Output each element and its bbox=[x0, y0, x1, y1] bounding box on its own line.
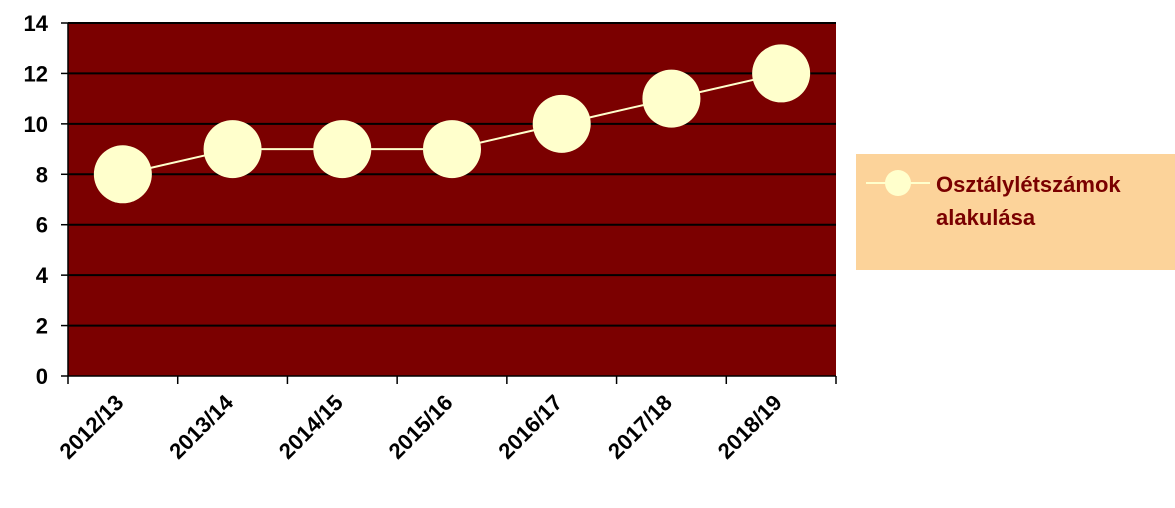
y-tick-label: 4 bbox=[36, 263, 49, 288]
x-tick-label: 2015/16 bbox=[384, 390, 458, 464]
x-tick-label: 2016/17 bbox=[493, 390, 567, 464]
series-group bbox=[93, 44, 811, 204]
data-point bbox=[423, 120, 481, 179]
y-axis-tick-labels: 0 2 4 6 8 10 12 14 bbox=[24, 11, 49, 389]
y-tick-label: 2 bbox=[36, 314, 48, 339]
data-point bbox=[203, 120, 262, 179]
y-tick-label: 6 bbox=[36, 213, 48, 238]
legend: Osztálylétszámok alakulása bbox=[856, 154, 1175, 270]
plot-area bbox=[68, 23, 836, 376]
x-tick-label: 2012/13 bbox=[54, 390, 128, 464]
data-point bbox=[93, 145, 152, 204]
legend-marker-icon bbox=[866, 170, 930, 196]
y-tick-label: 0 bbox=[36, 364, 48, 389]
y-tick-label: 12 bbox=[24, 61, 48, 86]
x-tick-label: 2017/18 bbox=[603, 390, 677, 464]
x-tick-label: 2014/15 bbox=[274, 390, 348, 464]
data-point bbox=[752, 44, 811, 103]
y-tick-label: 8 bbox=[36, 162, 48, 187]
data-point bbox=[313, 120, 372, 179]
axes bbox=[61, 22, 837, 384]
grid-lines bbox=[68, 22, 836, 327]
y-tick-label: 10 bbox=[24, 112, 48, 137]
x-tick-label: 2013/14 bbox=[164, 389, 238, 463]
x-axis-tick-labels: 2012/13 2013/14 2014/15 2015/16 2016/17 2017/… bbox=[54, 389, 786, 463]
legend-label: Osztálylétszámok alakulása bbox=[936, 172, 1121, 230]
x-tick-label: 2018/19 bbox=[713, 390, 787, 464]
y-tick-label: 14 bbox=[24, 11, 49, 36]
data-point bbox=[532, 94, 591, 153]
data-point bbox=[642, 69, 701, 128]
